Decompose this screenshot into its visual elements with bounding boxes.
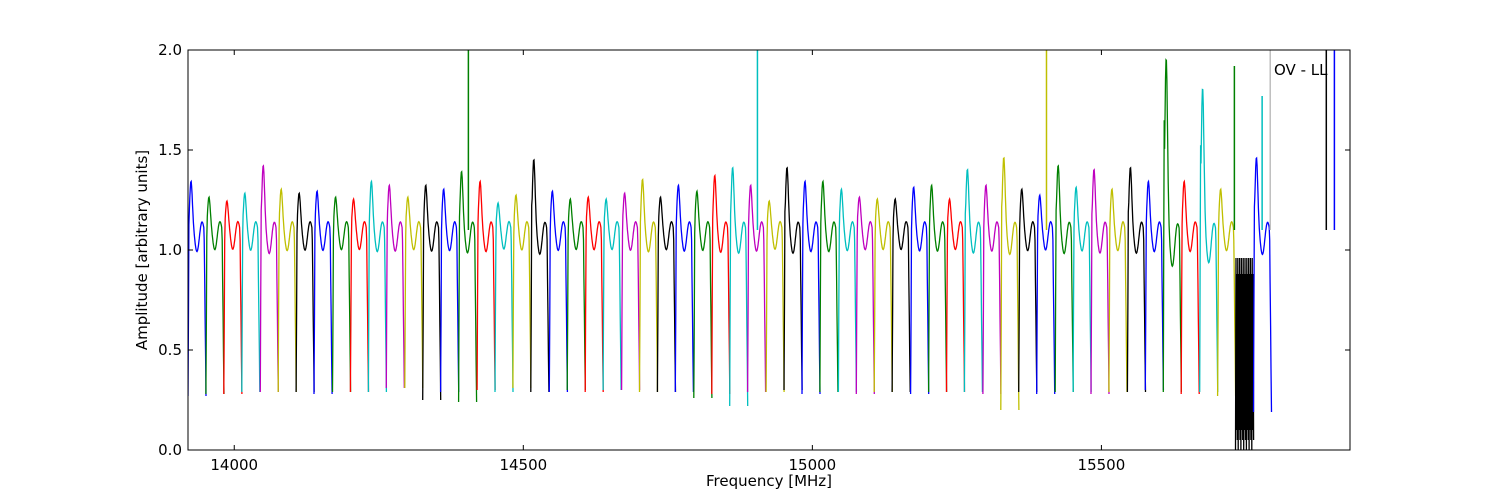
x-tick-label: 14000 — [210, 456, 258, 474]
series-segment — [801, 179, 821, 395]
series-segment — [765, 199, 785, 393]
y-axis-ticks: 0.0 0.5 1.0 1.5 2.0 — [158, 41, 1350, 459]
plot-frame — [187, 49, 1351, 451]
series-segment — [620, 191, 641, 391]
series-segment — [1018, 187, 1038, 393]
series-segment — [566, 197, 586, 391]
series-segment — [331, 195, 352, 393]
series-segment — [385, 183, 405, 389]
series-segment — [259, 164, 279, 393]
series-segment — [1252, 156, 1273, 413]
series-segment — [530, 158, 550, 393]
series-segment — [584, 195, 604, 393]
series-segment — [188, 179, 207, 397]
series-segment — [909, 185, 930, 395]
series-segment — [1180, 179, 1200, 395]
series-segment — [873, 197, 893, 393]
series-segment — [837, 187, 858, 393]
series-segment — [1054, 164, 1074, 393]
series-segment — [494, 201, 514, 393]
series-segment — [945, 196, 966, 393]
series-segment — [205, 195, 225, 395]
series-segment — [548, 189, 569, 393]
series-segment — [1126, 166, 1147, 393]
series-segment — [1108, 187, 1128, 393]
series-segment — [963, 168, 984, 393]
x-tick-label: 14500 — [499, 456, 547, 474]
series-segment — [439, 187, 460, 393]
y-tick-label: 2.0 — [158, 41, 182, 59]
series-segment — [927, 183, 948, 393]
x-tick-label: 15000 — [788, 456, 836, 474]
series-segment — [277, 187, 297, 393]
series-segment — [1036, 193, 1056, 395]
series-segment — [729, 166, 749, 407]
series-segment — [693, 189, 713, 399]
x-tick-label: 15500 — [1078, 456, 1126, 474]
series-segment — [1144, 179, 1165, 391]
series-segment — [1199, 88, 1219, 393]
y-tick-label: 0.0 — [158, 441, 182, 459]
y-axis-label: Amplitude [arbitrary units] — [133, 150, 151, 350]
y-tick-label: 1.5 — [158, 141, 182, 159]
series-segment — [1234, 257, 1255, 450]
series-segment — [1000, 156, 1020, 411]
series-segment — [476, 179, 496, 391]
series-segment — [422, 183, 442, 401]
series-segment — [783, 166, 803, 391]
series-segment — [638, 177, 659, 393]
series-segment — [1072, 185, 1092, 393]
series-lines — [188, 50, 1336, 450]
series-segment — [404, 195, 424, 389]
series-segment — [602, 196, 622, 391]
series-segment — [656, 195, 677, 393]
series-segment — [855, 195, 875, 395]
y-tick-label: 0.5 — [158, 341, 182, 359]
chart-annotation: OV - LL — [1274, 61, 1328, 79]
series-segment — [512, 193, 532, 389]
x-axis-label: Frequency [MHz] — [706, 472, 832, 490]
y-tick-label: 1.0 — [158, 241, 182, 259]
series-segment — [674, 183, 695, 393]
series-segment — [1216, 187, 1237, 397]
series-segment — [891, 197, 911, 393]
series-segment — [313, 189, 333, 395]
series-segment — [367, 179, 388, 393]
series-segment — [1090, 168, 1110, 395]
series-segment — [746, 183, 767, 393]
series-segment — [223, 199, 243, 395]
series-segment — [982, 183, 1002, 395]
series-segment — [819, 179, 839, 393]
series-segment — [457, 170, 478, 403]
series-segment — [711, 173, 731, 395]
series-segment — [241, 191, 261, 393]
series-segment — [295, 191, 315, 393]
series-segment — [1162, 58, 1182, 393]
series-segment — [349, 196, 370, 393]
x-axis-ticks: 14000 14500 15000 15500 — [210, 50, 1125, 474]
